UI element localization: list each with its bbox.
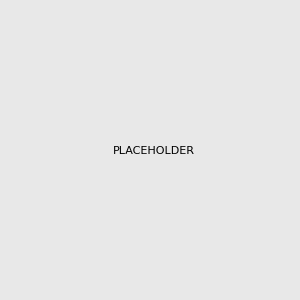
Text: PLACEHOLDER: PLACEHOLDER	[113, 146, 195, 157]
